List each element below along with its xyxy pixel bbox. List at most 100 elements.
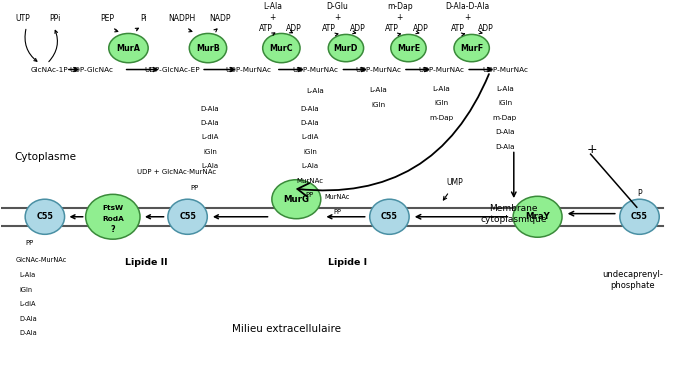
Text: D-Ala: D-Ala	[300, 105, 319, 112]
Text: MurD: MurD	[334, 44, 358, 53]
Text: D-Ala: D-Ala	[201, 105, 219, 112]
Ellipse shape	[189, 33, 227, 63]
Text: L-Ala: L-Ala	[432, 86, 450, 92]
Text: UDP-MurNAc: UDP-MurNAc	[418, 67, 464, 73]
Text: L-diA: L-diA	[202, 134, 219, 140]
Text: ?: ?	[110, 225, 115, 234]
Text: +: +	[270, 13, 276, 22]
Text: GlcNAc-MurNAc: GlcNAc-MurNAc	[16, 257, 67, 263]
Text: UDP-GlcNAc: UDP-GlcNAc	[69, 67, 113, 73]
Text: MurC: MurC	[270, 44, 294, 53]
Ellipse shape	[454, 34, 490, 62]
Text: iGln: iGln	[372, 102, 385, 108]
Text: UDP-MurNAc: UDP-MurNAc	[482, 67, 528, 73]
Text: UDP-GlcNAc-EP: UDP-GlcNAc-EP	[144, 67, 200, 73]
Text: MurB: MurB	[196, 44, 220, 53]
Text: ATP: ATP	[259, 24, 272, 33]
Text: MurNAc: MurNAc	[296, 178, 323, 184]
Text: L-Ala: L-Ala	[263, 2, 282, 11]
Text: PP: PP	[190, 185, 198, 191]
Text: MraY: MraY	[525, 212, 550, 221]
Text: D-Ala: D-Ala	[20, 330, 37, 336]
Text: ATP: ATP	[451, 24, 465, 33]
Text: ADP: ADP	[349, 24, 366, 33]
Ellipse shape	[25, 199, 65, 234]
Text: C55: C55	[179, 212, 196, 221]
Text: L-Ala: L-Ala	[302, 163, 319, 169]
Text: D-Ala: D-Ala	[201, 120, 219, 126]
Text: MurG: MurG	[283, 195, 309, 204]
Text: Lipide II: Lipide II	[125, 258, 168, 267]
Text: +: +	[334, 13, 340, 22]
Text: RodA: RodA	[102, 216, 124, 222]
Text: m-Dap: m-Dap	[493, 115, 517, 121]
Text: L-diA: L-diA	[20, 301, 36, 307]
Text: GlcNAc-1P: GlcNAc-1P	[31, 67, 68, 73]
Ellipse shape	[391, 34, 426, 62]
Text: L-Ala: L-Ala	[370, 87, 387, 93]
Text: +: +	[396, 13, 403, 22]
Text: NADP: NADP	[210, 14, 231, 23]
Ellipse shape	[168, 199, 207, 234]
Text: D-Ala: D-Ala	[20, 316, 37, 322]
Text: L-diA: L-diA	[301, 134, 319, 140]
Text: D-Glu: D-Glu	[326, 2, 348, 11]
Text: Pi: Pi	[140, 14, 147, 23]
Text: C55: C55	[631, 212, 648, 221]
Text: D-Ala: D-Ala	[495, 129, 515, 135]
Text: MurNAc: MurNAc	[324, 194, 350, 200]
Text: m-Dap: m-Dap	[429, 115, 454, 121]
Text: Lipide I: Lipide I	[328, 258, 367, 267]
Ellipse shape	[328, 34, 364, 62]
Text: D-Ala: D-Ala	[495, 144, 515, 150]
Ellipse shape	[109, 33, 148, 63]
Text: +: +	[586, 143, 597, 156]
Ellipse shape	[86, 194, 140, 239]
Text: UDP + GlcNAc·MurNAc: UDP + GlcNAc·MurNAc	[137, 169, 216, 175]
Text: PP: PP	[25, 240, 33, 246]
Ellipse shape	[263, 33, 300, 63]
Text: iGln: iGln	[203, 149, 217, 155]
Text: Membrane
cytoplasmique: Membrane cytoplasmique	[481, 204, 547, 223]
Text: FtsW: FtsW	[102, 205, 123, 211]
Text: L-Ala: L-Ala	[20, 272, 36, 278]
Text: iGln: iGln	[498, 100, 512, 107]
Text: MurF: MurF	[460, 44, 484, 53]
Text: PP: PP	[333, 209, 341, 215]
Text: L-Ala: L-Ala	[306, 88, 324, 94]
Text: ATP: ATP	[322, 24, 336, 33]
Text: UDP-MurNAc: UDP-MurNAc	[225, 67, 271, 73]
Text: undecaprenyl-
phosphate: undecaprenyl- phosphate	[602, 270, 663, 290]
Text: P: P	[637, 189, 642, 198]
Text: iGln: iGln	[20, 287, 33, 293]
Text: C55: C55	[36, 212, 53, 221]
Text: +: +	[464, 13, 470, 22]
Text: C55: C55	[381, 212, 398, 221]
Text: ADP: ADP	[413, 24, 428, 33]
Text: D-Ala: D-Ala	[300, 120, 319, 126]
Text: m-Dap: m-Dap	[387, 2, 413, 11]
Ellipse shape	[620, 199, 659, 234]
Ellipse shape	[272, 180, 321, 219]
Text: UTP: UTP	[15, 15, 30, 23]
Text: iGln: iGln	[434, 100, 448, 107]
Text: PEP: PEP	[100, 14, 114, 23]
Text: ADP: ADP	[287, 24, 302, 33]
Text: ATP: ATP	[385, 24, 399, 33]
FancyArrowPatch shape	[298, 74, 489, 197]
Ellipse shape	[370, 199, 409, 234]
Text: NADPH: NADPH	[168, 14, 195, 23]
Text: PPi: PPi	[50, 15, 61, 23]
Ellipse shape	[513, 196, 562, 237]
Text: UMP: UMP	[446, 178, 463, 187]
Text: L-Ala: L-Ala	[202, 163, 219, 169]
Text: MurE: MurE	[397, 44, 420, 53]
Text: UDP-MurNAc: UDP-MurNAc	[355, 67, 402, 73]
Text: Cytoplasme: Cytoplasme	[14, 152, 76, 162]
Text: UDP-MurNAc: UDP-MurNAc	[292, 67, 338, 73]
Text: ADP: ADP	[478, 24, 494, 33]
Text: PP: PP	[306, 192, 314, 198]
Text: D-Ala-D-Ala: D-Ala-D-Ala	[445, 2, 489, 11]
Text: iGln: iGln	[303, 149, 317, 155]
Text: L-Ala: L-Ala	[496, 86, 514, 92]
